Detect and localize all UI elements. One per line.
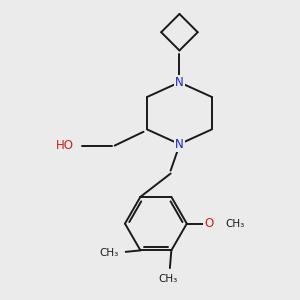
Text: CH₃: CH₃ bbox=[225, 219, 244, 229]
Text: O: O bbox=[204, 217, 214, 230]
Text: HO: HO bbox=[56, 139, 74, 152]
Text: N: N bbox=[175, 76, 184, 89]
Text: N: N bbox=[175, 138, 184, 151]
Text: CH₃: CH₃ bbox=[159, 274, 178, 284]
Text: CH₃: CH₃ bbox=[99, 248, 118, 258]
